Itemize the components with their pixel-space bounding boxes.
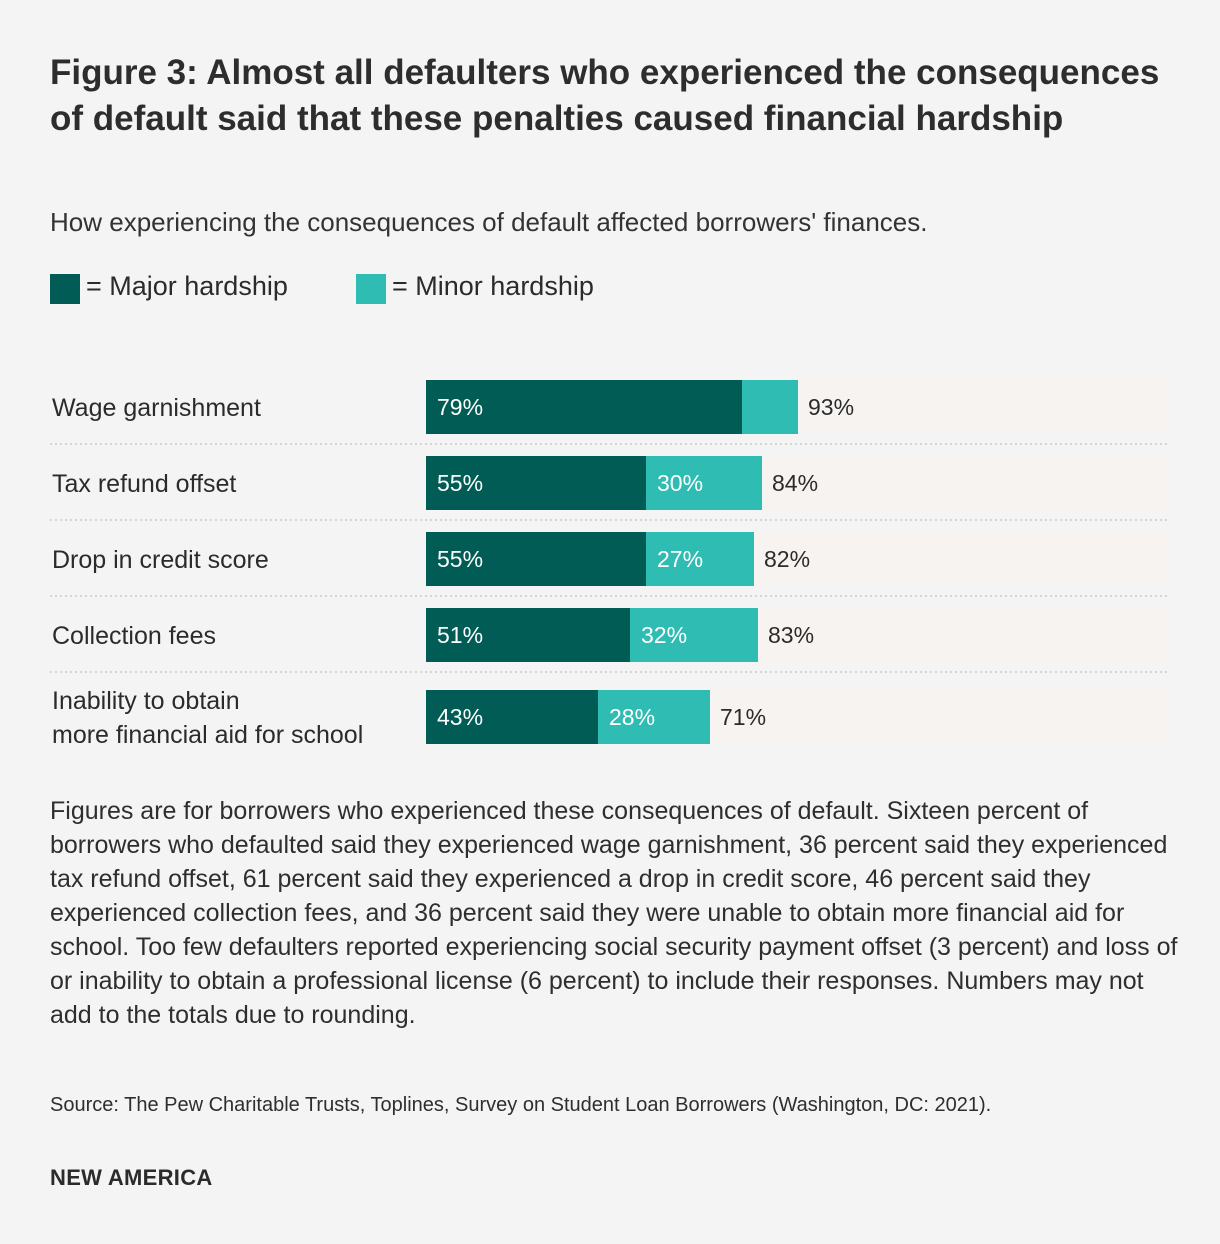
figure-title: Figure 3: Almost all defaulters who expe… [50, 53, 1160, 138]
legend-label-minor: = Minor hardship [392, 271, 594, 301]
bar-major-label: 43% [437, 704, 483, 730]
category-label-line: more financial aid for school [52, 721, 363, 749]
bar-minor [742, 380, 798, 434]
bar-major [426, 690, 598, 744]
legend-swatch-major [50, 274, 80, 304]
category-label-line: Collection fees [52, 622, 216, 650]
bar-total-label: 71% [720, 704, 766, 730]
figure-source: Source: The Pew Charitable Trusts, Topli… [50, 1094, 992, 1116]
bar-minor-label: 30% [657, 470, 703, 496]
bar-minor-label: 28% [609, 704, 655, 730]
bar-minor-label: 27% [657, 546, 703, 572]
category-label-line: Tax refund offset [52, 470, 236, 498]
bar-minor-label: 32% [641, 622, 687, 648]
category-label: Wage garnishment [52, 394, 261, 422]
bar-total-label: 84% [772, 470, 818, 496]
category-label: Collection fees [52, 622, 216, 650]
figure-note: Figures are for borrowers who experience… [50, 797, 1178, 1029]
legend-swatch-minor [356, 274, 386, 304]
bar-major-label: 55% [437, 546, 483, 572]
bar-total-label: 93% [808, 394, 854, 420]
bar-total-label: 82% [764, 546, 810, 572]
bar-minor [598, 690, 710, 744]
brand-wordmark: NEW AMERICA [50, 1165, 213, 1190]
bar-major-label: 55% [437, 470, 483, 496]
bar-minor [646, 456, 762, 510]
category-label: Tax refund offset [52, 470, 236, 498]
bar-major-label: 51% [437, 622, 483, 648]
bar-major [426, 380, 742, 434]
bar-major [426, 532, 646, 586]
bar-major [426, 456, 646, 510]
bar-major [426, 608, 630, 662]
category-label-line: Inability to obtain [52, 687, 240, 715]
bar-major-label: 79% [437, 394, 483, 420]
bar-chart: Wage garnishment 79% 93% Tax refund offset 5… [50, 380, 1168, 749]
bar-minor [646, 532, 754, 586]
bar-total-label: 83% [768, 622, 814, 648]
category-label: Inability to obtain more financial aid fo… [52, 687, 363, 749]
bar-minor [630, 608, 758, 662]
category-label: Drop in credit score [52, 546, 269, 574]
category-label-line: Drop in credit score [52, 546, 269, 574]
category-label-line: Wage garnishment [52, 394, 261, 422]
figure-subtitle: How experiencing the consequences of def… [50, 207, 928, 237]
legend-label-major: = Major hardship [86, 271, 288, 301]
